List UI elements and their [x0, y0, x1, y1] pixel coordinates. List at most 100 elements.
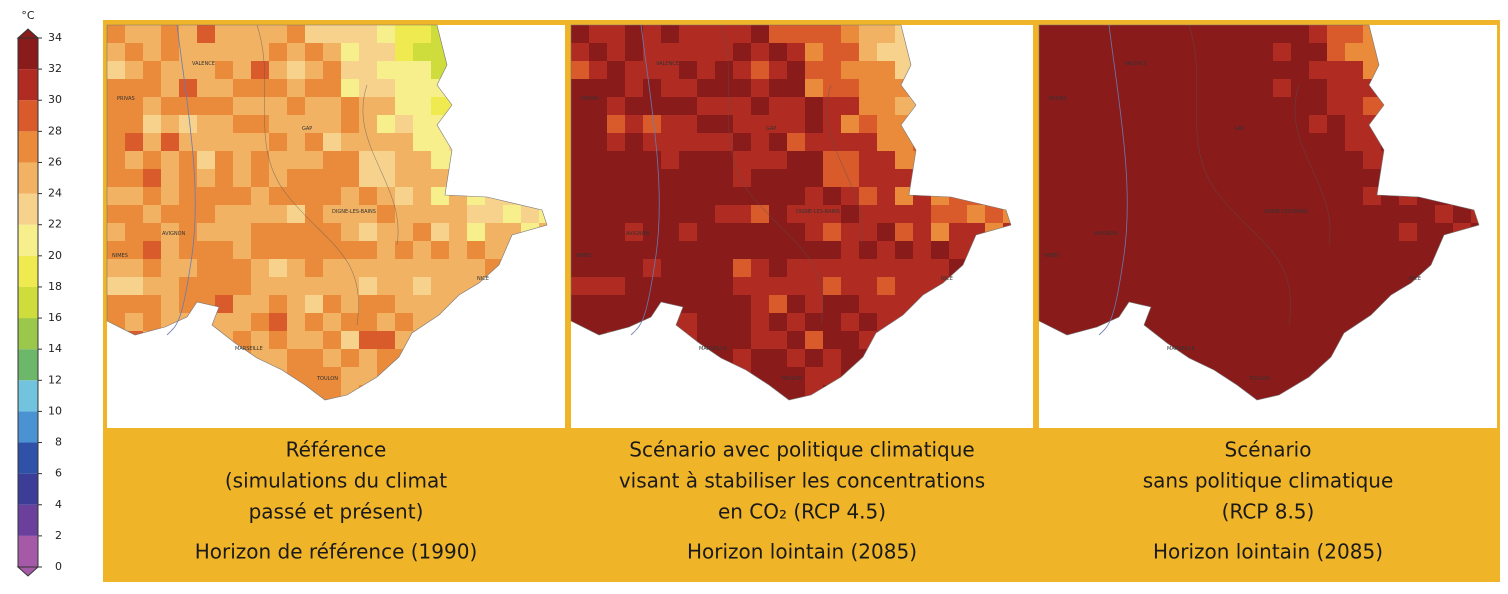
map-cell	[215, 97, 234, 116]
map-cell	[1273, 241, 1292, 260]
map-cell	[787, 331, 806, 350]
map-cell	[661, 97, 680, 116]
city-label: AVIGNON	[162, 231, 186, 237]
map-cell	[823, 277, 842, 296]
map-cell	[787, 187, 806, 206]
map-cell	[913, 223, 932, 242]
map-cell	[877, 151, 896, 170]
map-cell	[1237, 187, 1256, 206]
map-cell	[1219, 259, 1238, 278]
map-cell	[1273, 277, 1292, 296]
map-cell	[697, 133, 716, 152]
map-cell	[1363, 241, 1382, 260]
map-cell	[841, 313, 860, 332]
city-label: VALENCE	[656, 61, 679, 67]
map-cell	[1219, 169, 1238, 188]
map-cell	[805, 331, 824, 350]
map-cell	[805, 169, 824, 188]
caption-line: passé et présent)	[249, 500, 424, 524]
map-cell	[1219, 43, 1238, 62]
map-cell	[1183, 259, 1202, 278]
map-cell	[733, 25, 752, 44]
map-cell	[359, 133, 378, 152]
map-cell	[161, 187, 180, 206]
map-cell	[1057, 25, 1076, 44]
map-cell	[733, 61, 752, 80]
map-cell	[107, 97, 126, 116]
map-cell	[413, 259, 432, 278]
map-cell	[787, 169, 806, 188]
map-cell	[359, 295, 378, 314]
map-cell	[1093, 97, 1112, 116]
map-cell	[107, 187, 126, 206]
map-cell	[697, 277, 716, 296]
map-cell	[1165, 43, 1184, 62]
map-cell	[233, 277, 252, 296]
map-cell	[1309, 241, 1328, 260]
map-cell	[341, 79, 360, 98]
map-cell	[1363, 259, 1382, 278]
map-cell	[841, 349, 860, 368]
map-cell	[1309, 295, 1328, 314]
map-cell	[197, 187, 216, 206]
map-cell	[1219, 133, 1238, 152]
map-cell	[143, 205, 162, 224]
map-cell	[589, 61, 608, 80]
map-cell	[859, 169, 878, 188]
caption-horizon: Horizon lointain (2085)	[687, 540, 917, 564]
map-cell	[1219, 223, 1238, 242]
map-cell	[1471, 205, 1479, 224]
map-cell	[805, 43, 824, 62]
map-cell	[625, 97, 644, 116]
map-cell	[1147, 259, 1166, 278]
map-cell	[179, 223, 198, 242]
map-cell	[1345, 61, 1364, 80]
map-cell	[395, 115, 414, 134]
map-cell	[1111, 241, 1130, 260]
map-cell	[359, 259, 378, 278]
map-cell	[823, 25, 842, 44]
map-cell	[697, 205, 716, 224]
map-cell	[323, 187, 342, 206]
map-cell	[233, 151, 252, 170]
map-cell	[1201, 277, 1220, 296]
map-cell	[377, 43, 396, 62]
map-cell	[1255, 151, 1274, 170]
map-cell	[1183, 25, 1202, 44]
map-cell	[661, 133, 680, 152]
map-cell	[1309, 169, 1328, 188]
map-cell	[1147, 241, 1166, 260]
map-cell	[679, 115, 698, 134]
city-label: PRIVAS	[117, 96, 135, 102]
map-cell	[643, 43, 662, 62]
map-cell	[1219, 79, 1238, 98]
map-cell	[305, 151, 324, 170]
colorbar-tick-label: 4	[55, 498, 62, 511]
map-cell	[215, 223, 234, 242]
colorbar-tick-label: 2	[55, 529, 62, 542]
map-cell	[1201, 205, 1220, 224]
map-cell	[1255, 25, 1274, 44]
map-cell	[787, 97, 806, 116]
map-cell	[341, 61, 360, 80]
map-cell	[769, 25, 788, 44]
map-cell	[1327, 277, 1346, 296]
map-cell	[1057, 295, 1076, 314]
map-cell	[931, 205, 950, 224]
map-cell	[679, 241, 698, 260]
map-cell	[733, 205, 752, 224]
map-cell	[1147, 277, 1166, 296]
map-cell	[287, 25, 306, 44]
map-cell	[589, 313, 608, 332]
map-cell	[251, 295, 270, 314]
map-cell	[323, 25, 342, 44]
map-cell	[1237, 259, 1256, 278]
map-cell	[859, 97, 878, 116]
map-cell	[1237, 115, 1256, 134]
map-cell	[1345, 205, 1364, 224]
map-cell	[733, 187, 752, 206]
map-cell	[287, 295, 306, 314]
map-cell	[161, 25, 180, 44]
map-cell	[571, 61, 590, 80]
map-cell	[859, 79, 878, 98]
